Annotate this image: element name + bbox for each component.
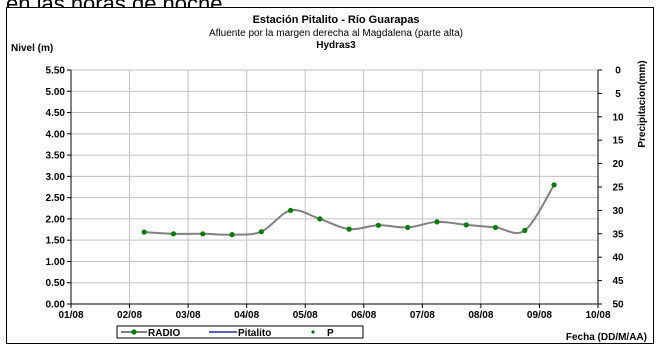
y-tick-label: 1.00 [46, 257, 66, 268]
legend-box [116, 325, 364, 339]
data-point [551, 182, 557, 188]
y-tick-label: 5.00 [46, 87, 66, 98]
y2-tick-label: 25 [612, 183, 624, 194]
y2-tick-label: 35 [612, 229, 624, 240]
data-point [434, 219, 440, 225]
x-tick-label: 06/08 [351, 310, 376, 321]
y2-tick-label: 50 [612, 300, 624, 311]
data-point [141, 229, 147, 235]
data-point [375, 222, 382, 228]
x-tick-label: 03/08 [176, 310, 201, 321]
axes: 0.00 0.50 1.00 1.50 2.00 2.50 3.00 3.50 4.00 4.50… [46, 66, 624, 322]
x-tick-label: 04/08 [234, 310, 259, 321]
data-point [317, 216, 323, 222]
y2-tick-label: 10 [612, 112, 624, 123]
data-point [200, 231, 206, 237]
data-point [346, 226, 352, 232]
y-tick-label: 5.50 [46, 66, 66, 77]
data-point [258, 229, 264, 235]
x-tick-label: 02/08 [117, 310, 142, 321]
legend: RADIO Pitalito P [116, 325, 364, 339]
y2-tick-label: 5 [615, 89, 621, 100]
data-point [522, 227, 528, 233]
chart-subtitle: Afluente por la margen derecha al Magdal… [209, 28, 463, 39]
y-tick-label: 2.00 [46, 214, 66, 225]
y2-tick-label: 15 [612, 136, 624, 147]
x-tick-label: 08/08 [468, 310, 493, 321]
y-axis-label: Nivel (m) [11, 43, 53, 54]
x-tick-label: 10/08 [585, 310, 610, 321]
grid [70, 69, 599, 305]
x-tick-label: 09/08 [527, 310, 552, 321]
chart-frame: Estación Pitalito - Río Guarapas Afluent… [6, 7, 654, 344]
y-tick-label: 2.50 [46, 193, 66, 204]
legend-p-marker [311, 330, 315, 334]
data-point [463, 222, 469, 228]
y-tick-label: 0.50 [46, 278, 66, 289]
legend-label-pitalito: Pitalito [238, 328, 271, 339]
chart: Estación Pitalito - Río Guarapas Afluent… [11, 14, 648, 343]
x-tick-label: 05/08 [293, 310, 318, 321]
plot-area [71, 70, 598, 304]
data-point [405, 224, 411, 231]
chart-title: Estación Pitalito - Río Guarapas [253, 14, 420, 26]
y2-tick-label: 0 [615, 66, 621, 77]
x-axis-label: Fecha (DD/M/AA) [566, 332, 647, 343]
y-tick-label: 4.50 [46, 108, 66, 119]
data-point [170, 231, 177, 237]
data-point [229, 232, 235, 238]
y2-tick-label: 20 [612, 159, 624, 170]
y2-tick-label: 40 [612, 253, 624, 264]
data-point [287, 207, 294, 213]
x-tick-label: 01/08 [58, 310, 83, 321]
legend-label-radio: RADIO [148, 328, 180, 339]
data-point [492, 224, 499, 231]
y-tick-label: 3.00 [46, 172, 66, 183]
x-tick-label: 07/08 [410, 310, 435, 321]
y2-tick-label: 30 [612, 206, 624, 217]
y-tick-label: 3.50 [46, 151, 66, 162]
y2-axis-label: Precipitacion(mm) [637, 60, 648, 147]
y-tick-label: 4.00 [46, 129, 66, 140]
chart-subtitle-2: Hydras3 [316, 40, 356, 51]
y-tick-label: 1.50 [46, 236, 66, 247]
legend-label-p: P [327, 328, 334, 339]
series [141, 182, 557, 238]
y2-tick-label: 45 [612, 276, 624, 287]
legend-radio-marker [131, 329, 137, 335]
y-tick-label: 0.00 [46, 300, 66, 311]
